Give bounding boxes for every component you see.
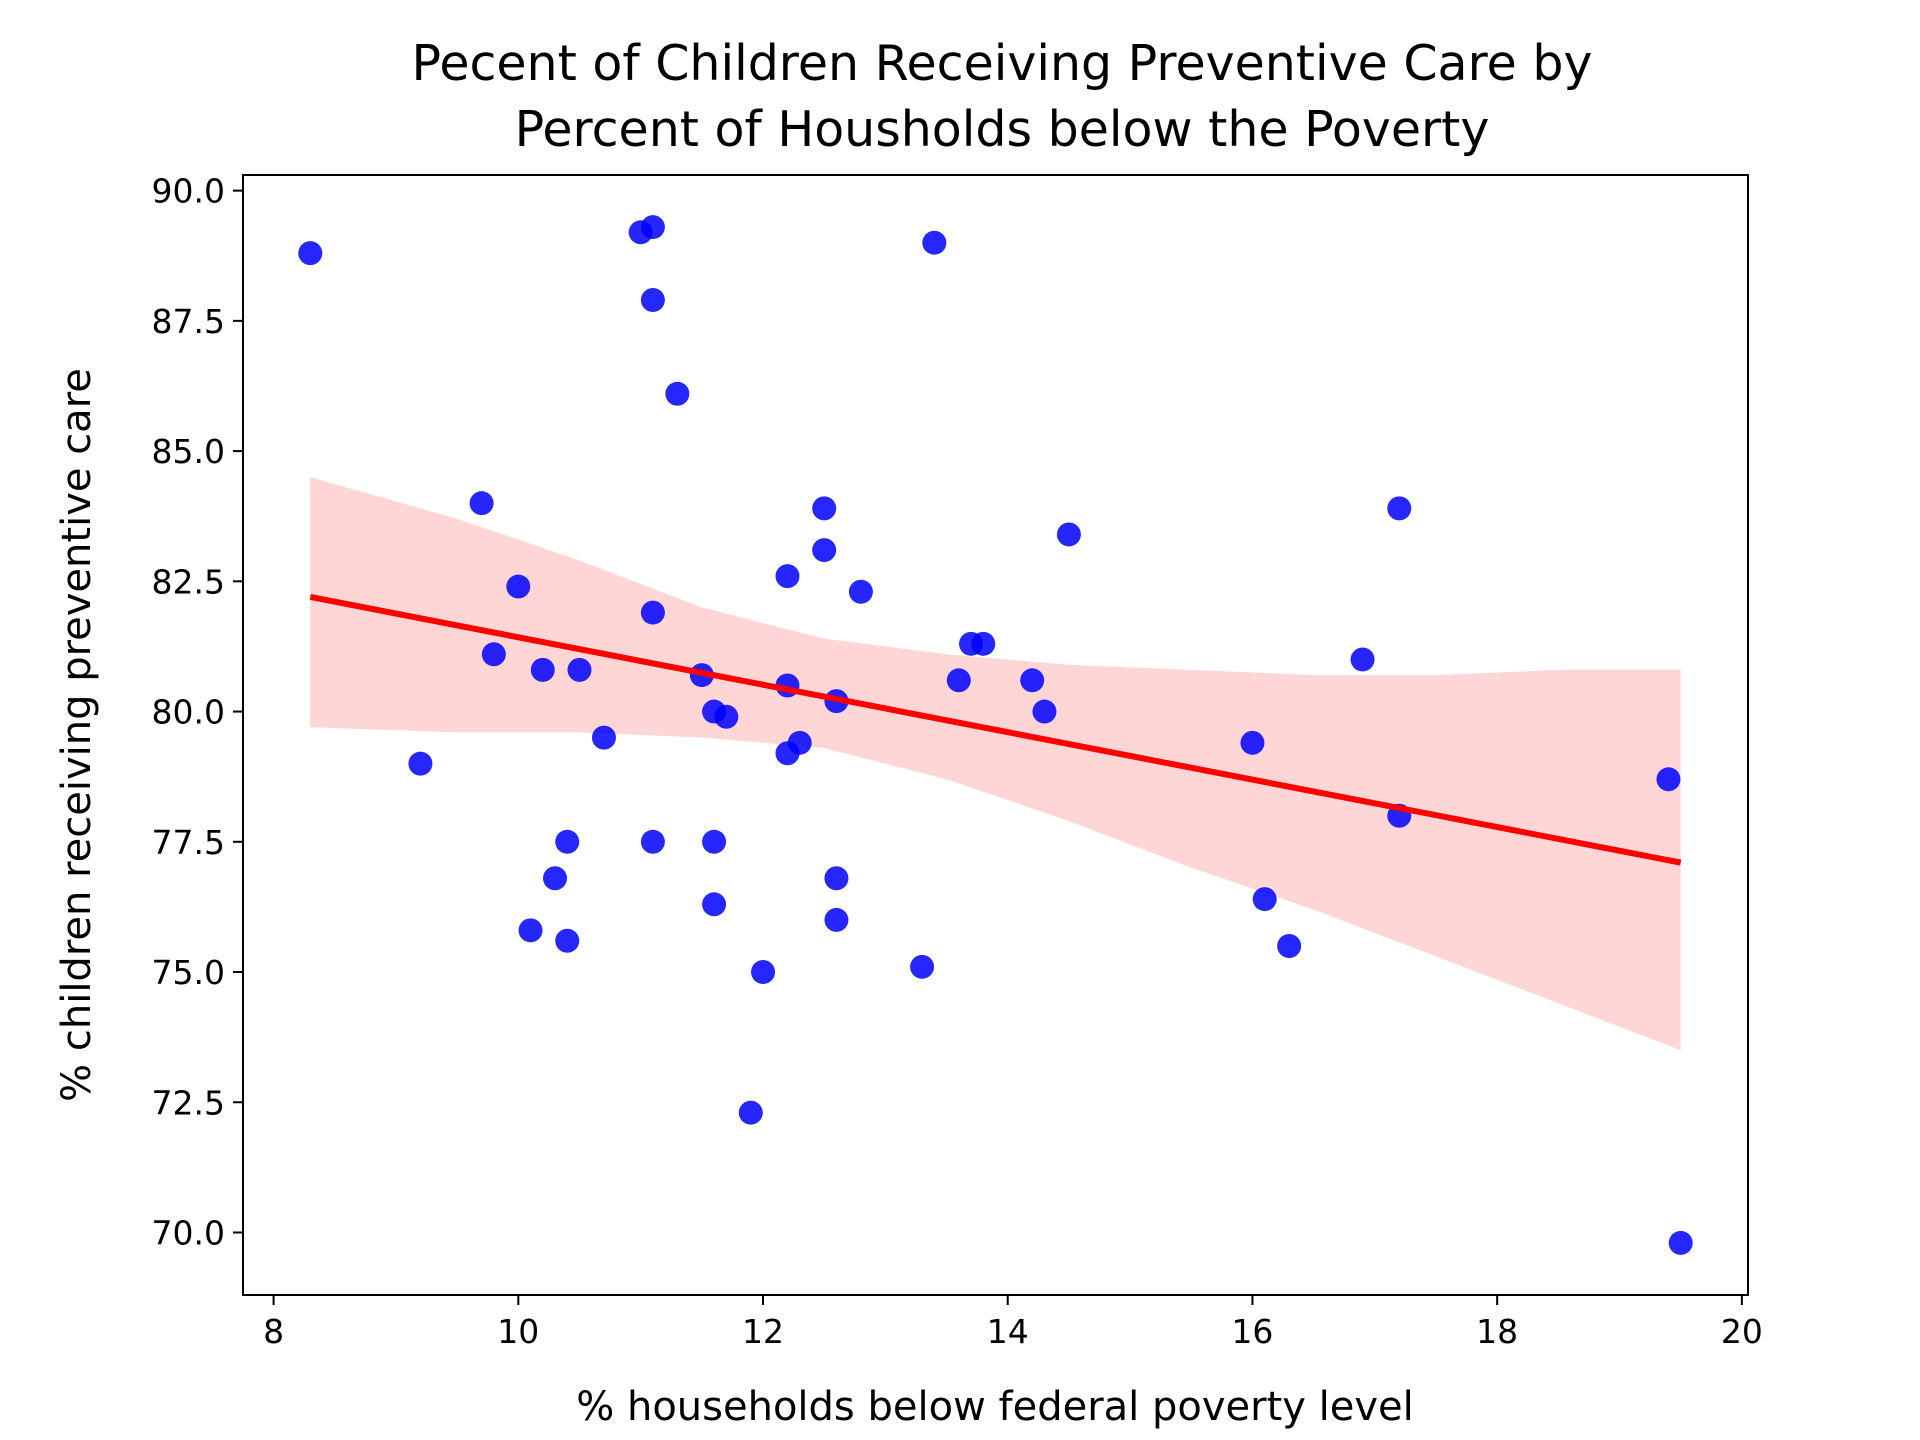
data-point	[469, 491, 494, 516]
y-tick-label: 90.0	[152, 172, 225, 211]
data-point	[665, 381, 690, 406]
data-point	[1032, 699, 1057, 724]
data-point	[971, 631, 996, 656]
data-point	[946, 668, 971, 693]
data-point	[910, 954, 935, 979]
regression-line	[309, 594, 1682, 866]
data-point	[1020, 668, 1045, 693]
plot-area	[298, 215, 1693, 1255]
data-point	[787, 730, 812, 755]
plot-frame	[242, 174, 1749, 1296]
data-point	[408, 751, 433, 776]
y-tick-label: 77.5	[152, 823, 225, 862]
x-tick-label: 10	[497, 1312, 539, 1351]
data-point	[1252, 887, 1277, 912]
data-point	[530, 657, 555, 682]
data-point	[1277, 933, 1302, 958]
data-point	[775, 564, 800, 589]
data-point	[1056, 522, 1081, 547]
x-tick-label: 16	[1231, 1312, 1273, 1351]
data-point	[518, 918, 543, 943]
data-point	[738, 1100, 763, 1125]
x-axis: 8 10 12 14 16 18 20	[263, 1295, 1763, 1351]
x-tick-label: 12	[742, 1312, 784, 1351]
data-point	[824, 866, 849, 891]
y-tick-label: 82.5	[152, 562, 225, 601]
y-tick-label: 85.0	[152, 432, 225, 471]
y-axis-label: % children receiving preventive care	[54, 368, 100, 1102]
chart-title-line-2: Percent of Housholds below the Poverty	[515, 101, 1490, 158]
data-point	[848, 579, 873, 604]
data-point	[1240, 730, 1265, 755]
data-point	[555, 829, 580, 854]
y-tick-label: 72.5	[152, 1083, 225, 1122]
data-point	[714, 704, 739, 729]
data-point	[640, 215, 665, 240]
data-point	[812, 538, 837, 563]
data-point	[922, 230, 947, 255]
data-point	[702, 892, 727, 917]
y-tick-label: 87.5	[152, 302, 225, 341]
chart-title-line-1: Pecent of Children Receiving Preventive …	[412, 35, 1593, 92]
y-axis: 70.0 72.5 75.0 77.5 80.0 82.5 85.0 87.5 90.0	[152, 172, 243, 1252]
data-point	[481, 642, 506, 667]
data-point	[640, 288, 665, 313]
x-axis-label: % households below federal poverty level	[576, 1384, 1414, 1430]
y-tick-label: 70.0	[152, 1213, 225, 1252]
x-tick-label: 18	[1476, 1312, 1518, 1351]
data-point	[640, 600, 665, 625]
data-point	[640, 829, 665, 854]
x-tick-label: 8	[263, 1312, 284, 1351]
y-tick-label: 80.0	[152, 693, 225, 732]
scatter-points	[298, 215, 1693, 1255]
data-point	[555, 928, 580, 953]
data-point	[824, 907, 849, 932]
data-point	[1387, 496, 1412, 521]
data-point	[812, 496, 837, 521]
x-tick-label: 14	[987, 1312, 1029, 1351]
data-point	[567, 657, 592, 682]
data-point	[702, 829, 727, 854]
data-point	[543, 866, 568, 891]
data-point	[506, 574, 531, 599]
y-tick-label: 75.0	[152, 953, 225, 992]
data-point	[591, 725, 616, 750]
data-point	[751, 960, 776, 985]
data-point	[1350, 647, 1375, 672]
data-point	[1656, 767, 1681, 792]
data-point	[1668, 1230, 1693, 1255]
data-point	[298, 241, 323, 266]
x-tick-label: 20	[1721, 1312, 1763, 1351]
